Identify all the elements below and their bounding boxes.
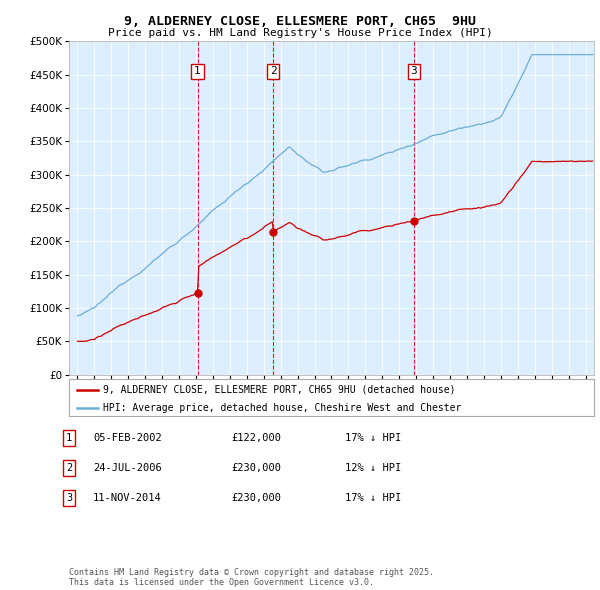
Text: £230,000: £230,000 — [231, 463, 281, 473]
Text: 11-NOV-2014: 11-NOV-2014 — [93, 493, 162, 503]
Text: 12% ↓ HPI: 12% ↓ HPI — [345, 463, 401, 473]
Text: Contains HM Land Registry data © Crown copyright and database right 2025.
This d: Contains HM Land Registry data © Crown c… — [69, 568, 434, 587]
Text: 3: 3 — [66, 493, 72, 503]
Text: Price paid vs. HM Land Registry's House Price Index (HPI): Price paid vs. HM Land Registry's House … — [107, 28, 493, 38]
Text: 2: 2 — [270, 66, 277, 76]
Text: 3: 3 — [410, 66, 417, 76]
Text: £122,000: £122,000 — [231, 433, 281, 442]
Text: 24-JUL-2006: 24-JUL-2006 — [93, 463, 162, 473]
Text: 9, ALDERNEY CLOSE, ELLESMERE PORT, CH65  9HU: 9, ALDERNEY CLOSE, ELLESMERE PORT, CH65 … — [124, 15, 476, 28]
Text: HPI: Average price, detached house, Cheshire West and Chester: HPI: Average price, detached house, Ches… — [103, 403, 461, 413]
Text: £230,000: £230,000 — [231, 493, 281, 503]
Text: 9, ALDERNEY CLOSE, ELLESMERE PORT, CH65 9HU (detached house): 9, ALDERNEY CLOSE, ELLESMERE PORT, CH65 … — [103, 385, 455, 395]
Text: 05-FEB-2002: 05-FEB-2002 — [93, 433, 162, 442]
Text: 17% ↓ HPI: 17% ↓ HPI — [345, 433, 401, 442]
Text: 1: 1 — [66, 433, 72, 442]
Text: 1: 1 — [194, 66, 201, 76]
Text: 2: 2 — [66, 463, 72, 473]
Text: 17% ↓ HPI: 17% ↓ HPI — [345, 493, 401, 503]
